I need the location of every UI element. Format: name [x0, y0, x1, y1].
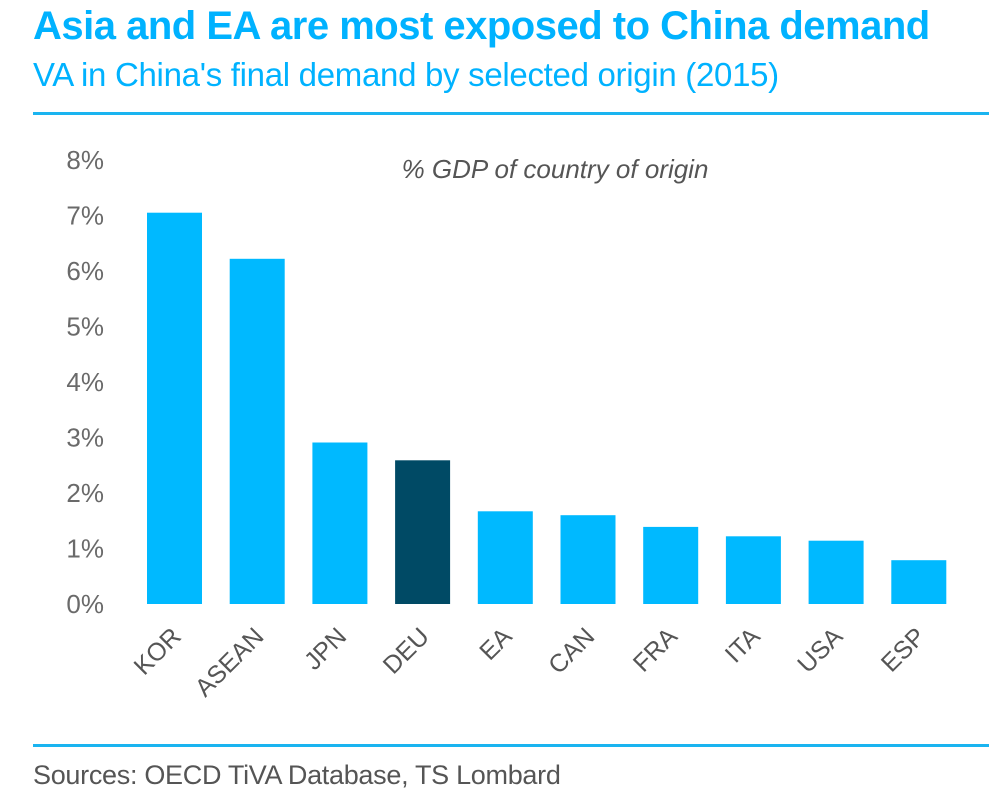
x-tick-label: ESP — [876, 622, 931, 677]
y-tick-label: 3% — [66, 423, 104, 453]
bar-ea — [477, 511, 533, 604]
bar-asean — [229, 258, 285, 604]
x-tick-label: CAN — [543, 622, 600, 679]
chart-subtitle: VA in China's final demand by selected o… — [33, 56, 779, 93]
bar-kor — [147, 212, 202, 604]
bar-usa — [808, 540, 864, 604]
chart-title: Asia and EA are most exposed to China de… — [33, 4, 930, 48]
x-tick-label: ITA — [720, 622, 766, 668]
x-axis: KOR ASEAN JPN DEU EA CAN FRA ITA USA ESP — [129, 622, 931, 702]
y-axis: 0% 1% 2% 3% 4% 5% 6% 7% 8% — [66, 145, 104, 619]
x-tick-label: DEU — [378, 622, 435, 679]
bar-fra — [643, 526, 699, 604]
y-tick-label: 2% — [66, 478, 104, 508]
x-tick-label: USA — [792, 622, 848, 678]
bar-chart: 0% 1% 2% 3% 4% 5% 6% 7% 8% KOR ASEAN JPN DEU EA CAN FR… — [66, 145, 947, 702]
y-tick-label: 6% — [66, 256, 104, 286]
footer-divider — [33, 744, 989, 747]
x-tick-label: FRA — [628, 622, 683, 677]
x-tick-label: EA — [474, 622, 518, 666]
bar-ita — [725, 536, 781, 604]
y-tick-label: 5% — [66, 312, 104, 342]
chart-annotation: % GDP of country of origin — [402, 154, 709, 184]
y-tick-label: 7% — [66, 201, 104, 231]
bar-jpn — [312, 442, 368, 604]
x-tick-label: ASEAN — [190, 622, 270, 702]
bar-can — [560, 515, 616, 604]
y-tick-label: 0% — [66, 589, 104, 619]
source-note: Sources: OECD TiVA Database, TS Lombard — [33, 760, 561, 790]
bar-esp — [891, 560, 947, 604]
y-tick-label: 4% — [66, 367, 104, 397]
header-divider — [33, 112, 989, 115]
y-tick-label: 8% — [66, 145, 104, 175]
bar-deu — [395, 460, 451, 604]
bars — [147, 212, 947, 604]
x-tick-label: KOR — [129, 622, 187, 680]
x-tick-label: JPN — [299, 622, 352, 675]
y-tick-label: 1% — [66, 534, 104, 564]
